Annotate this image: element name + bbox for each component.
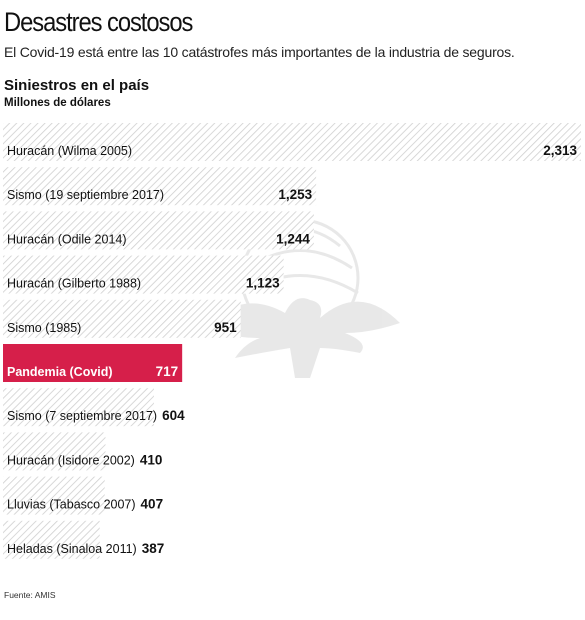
- bar: [3, 211, 314, 250]
- section-title: Siniestros en el país: [4, 77, 150, 94]
- bar: [3, 476, 105, 515]
- chart-subtitle: El Covid-19 está entre las 10 catástrofe…: [4, 44, 515, 60]
- units-label: Millones de dólares: [4, 97, 111, 109]
- value-label: 407: [141, 497, 164, 512]
- category-label: Sismo (1985): [7, 321, 81, 335]
- bar: [3, 167, 317, 206]
- category-label: Huracán (Gilberto 1988): [7, 277, 141, 291]
- value-label: 2,313: [543, 143, 577, 158]
- value-label: 1,244: [276, 231, 310, 246]
- category-label: Huracán (Isidore 2002): [7, 453, 135, 467]
- category-label: Heladas (Sinaloa 2011): [7, 542, 137, 556]
- chart-title: Desastres costosos: [4, 7, 193, 37]
- value-label: 1,253: [278, 187, 312, 202]
- value-label: 604: [162, 408, 185, 423]
- category-label: Pandemia (Covid): [7, 365, 113, 379]
- category-label: Huracán (Odile 2014): [7, 232, 127, 246]
- source-note: Fuente: AMIS: [4, 590, 56, 600]
- category-label: Sismo (7 septiembre 2017): [7, 409, 157, 423]
- bars-group: [3, 123, 581, 559]
- bar: [3, 388, 154, 427]
- category-label: Huracán (Wilma 2005): [7, 144, 132, 158]
- bar: [3, 299, 241, 338]
- bar: [3, 520, 100, 559]
- value-label: 1,123: [246, 276, 280, 291]
- bar: [3, 432, 106, 471]
- bar: [3, 344, 183, 382]
- bar: [3, 123, 581, 161]
- category-label: Lluvias (Tabasco 2007): [7, 498, 136, 512]
- category-label: Sismo (19 septiembre 2017): [7, 188, 164, 202]
- value-label: 951: [214, 320, 237, 335]
- value-label: 410: [140, 452, 163, 467]
- bar-chart: Huracán (Wilma 2005) Sismo (19 septiembre…: [3, 123, 581, 559]
- category-labels: Huracán (Wilma 2005) Sismo (19 septiembre…: [7, 144, 164, 556]
- value-labels: 2,313 1,253 1,244 1,123 951 717 604 410 407 387: [140, 143, 578, 556]
- value-label: 717: [156, 364, 179, 379]
- value-label: 387: [142, 541, 165, 556]
- bar: [3, 255, 284, 294]
